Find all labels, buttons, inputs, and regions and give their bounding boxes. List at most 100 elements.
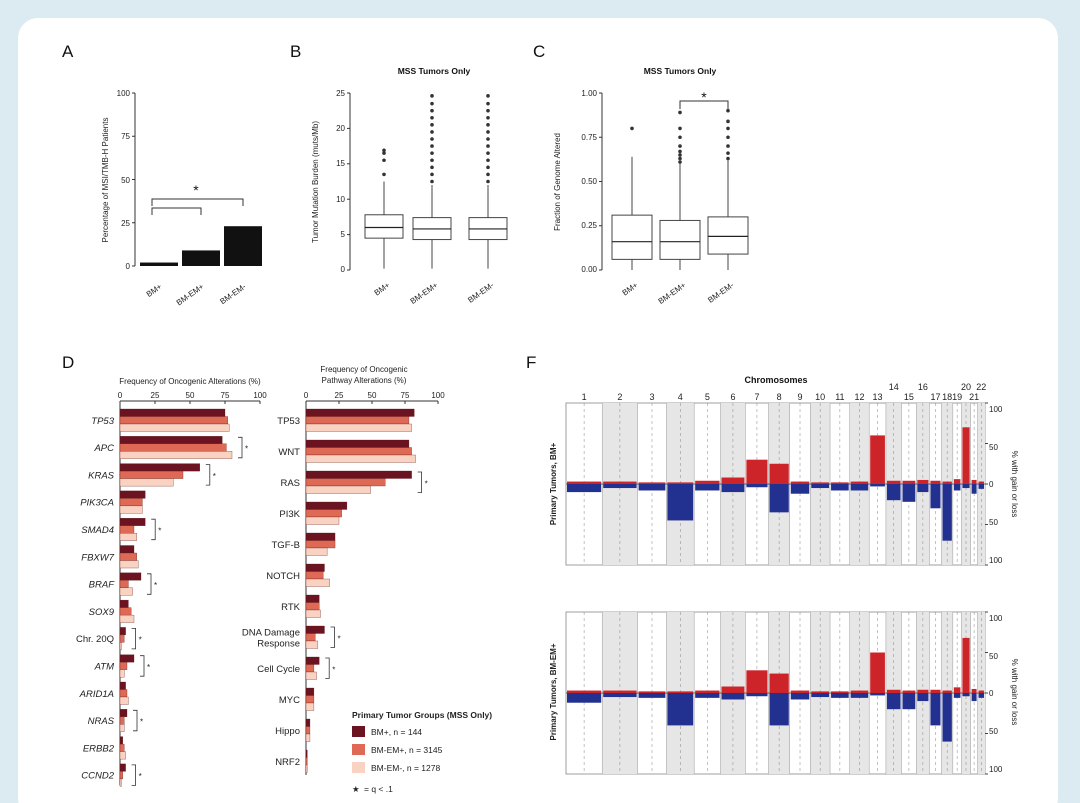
panel-c-box-bm-em--outlier — [678, 135, 682, 140]
D-pathways-category-label: Response — [257, 638, 300, 649]
panel-f-chr10-loss-1 — [811, 693, 830, 698]
panel-f-chr13-loss-1 — [870, 693, 885, 696]
panel-letter-c: C — [533, 42, 545, 61]
D-genes-bar-fbxw7-s2 — [119, 560, 139, 569]
panel-f-chr17-loss-1 — [930, 693, 941, 726]
panel-b-ylabel: Tumor Mutation Burden (muts/Mb) — [311, 121, 320, 243]
panel-f-chr20-loss-1 — [962, 693, 970, 697]
panel-f-bottom-ytick: 100 — [989, 765, 1003, 774]
D-genes-sig-bracket — [151, 518, 156, 541]
panel-f-top-ytick: 0 — [989, 480, 994, 489]
D-genes-bar-pik3ca-s2 — [119, 505, 143, 514]
panel-f-chr19-gain-1 — [953, 687, 961, 693]
panel-b-box-bm-em--outlier — [486, 172, 490, 177]
panel-b-title: MSS Tumors Only — [398, 66, 471, 76]
panel-f-chromosome-label: 5 — [705, 392, 710, 402]
D-pathways-bar-tgf-b-s0 — [305, 532, 336, 541]
panel-f-chr20-loss-0 — [962, 484, 970, 489]
panel-a-ytick: 50 — [121, 176, 130, 185]
panel-f-chr2-gain-0 — [603, 481, 637, 484]
panel-f-chr4-loss-0 — [667, 484, 694, 521]
D-genes-category-label: CCND2 — [81, 771, 114, 782]
D-pathways-bar-hippo-s1 — [305, 726, 311, 735]
D-genes-bar-tp53-s2 — [119, 423, 230, 432]
panel-f-chr5-loss-1 — [695, 693, 720, 698]
panel-f-chromosome-label: 18 — [942, 392, 952, 402]
panel-c-box-bm-em--outlier — [678, 149, 682, 154]
panel-b-ytick: 10 — [336, 195, 345, 204]
D-pathways-category-label: WNT — [278, 447, 300, 458]
D-genes-sig-bracket — [147, 573, 152, 595]
panel-f-chromosome-label: 12 — [854, 392, 864, 402]
D-pathways-bar-nrf2-s1 — [305, 757, 308, 766]
panel-f-chr3-gain-1 — [638, 691, 666, 693]
panel-f-chr18-loss-0 — [942, 484, 952, 541]
legend-label-bm-em-plus: BM-EM+, n = 3145 — [371, 745, 443, 755]
panel-b-box-bm-em--outlier — [430, 115, 434, 120]
D-genes-category-label: ATM — [94, 661, 114, 672]
D-genes-bar-sox9-s0 — [119, 599, 129, 608]
D-pathways-bar-pi3k-s0 — [305, 501, 348, 510]
panel-d-gene-xtick: 0 — [118, 391, 123, 400]
D-genes-sig-star: * — [147, 663, 150, 672]
panel-f-chr8-loss-1 — [769, 693, 789, 726]
D-genes-category-label: TP53 — [91, 416, 114, 427]
panel-b-box-bm-em--outlier — [486, 165, 490, 170]
panel-f-chr18-loss-1 — [942, 693, 952, 742]
panel-f-chr4-gain-0 — [667, 482, 694, 484]
panel-f-chr22-gain-0 — [978, 481, 984, 484]
D-genes-sig-star: * — [245, 445, 248, 454]
D-pathways-bar-rtk-s2 — [305, 609, 321, 618]
panel-b-box-bm-em--outlier — [486, 130, 490, 134]
panel-b-box-bm-em--outlier — [430, 144, 434, 148]
panel-f-chr13-gain-0 — [870, 435, 885, 484]
D-genes-category-label: KRAS — [88, 470, 115, 481]
panel-f-chr14-loss-0 — [886, 484, 901, 501]
panel-c-ytick: 0.75 — [581, 133, 597, 142]
panel-c-box-bm-em--outlier — [726, 119, 730, 124]
D-pathways-bar-myc-s0 — [305, 687, 315, 696]
panel-f-chr19-loss-0 — [953, 484, 961, 491]
panel-f-chromosome-label: 19 — [952, 392, 962, 402]
legend-title: Primary Tumor Groups (MSS Only) — [352, 710, 492, 720]
panel-f-top-ytick: 50 — [989, 443, 998, 452]
panel-f-top-ytick: 50 — [989, 518, 998, 527]
panel-f-chr7-loss-0 — [746, 484, 768, 488]
panel-b-box-bm-em--outlier — [430, 130, 434, 134]
panel-f-chr9-loss-0 — [790, 484, 810, 494]
panel-f-chr7-gain-0 — [746, 459, 768, 484]
panel-d-pathway-xtick: 25 — [335, 391, 344, 400]
D-pathways-bar-myc-s1 — [305, 695, 315, 704]
D-genes-bar-tp53-s0 — [119, 408, 226, 417]
panel-f-chr13-gain-1 — [870, 652, 885, 693]
panel-f-chr11-loss-0 — [831, 484, 849, 491]
panel-f-chromosomes-title: Chromosomes — [744, 375, 807, 385]
panel-f-chromosome-label: 10 — [815, 392, 825, 402]
panel-f-chr6-loss-1 — [721, 693, 745, 700]
panel-f-chr14-loss-1 — [886, 693, 901, 710]
panel-f-chr16-loss-1 — [917, 693, 929, 702]
D-pathways-category-label: PI3K — [279, 509, 300, 520]
D-pathways-bar-notch-s2 — [305, 578, 330, 587]
D-genes-bar-apc-s2 — [119, 451, 233, 459]
panel-f-chromosome-label: 7 — [754, 392, 759, 402]
panel-b-box-bm-em--outlier — [486, 101, 490, 106]
panel-a-bar-bm-em- — [224, 226, 262, 266]
D-genes-bar-smad4-s0 — [119, 518, 146, 526]
D-genes-bar-arid1a-s1 — [119, 689, 128, 698]
panel-b-box-bm-em--outlier — [430, 172, 434, 177]
D-genes-bar-chr-20q-s2 — [119, 642, 122, 651]
panel-b-box-bm-em--outlier — [486, 94, 490, 98]
panel-f-chromosome-label: 13 — [873, 392, 883, 402]
panel-letter-b: B — [290, 42, 301, 61]
D-genes-bar-sox9-s1 — [119, 607, 132, 616]
panel-f-chromosome-label: 14 — [889, 382, 899, 392]
panel-f-chromosome-label: 2 — [617, 392, 622, 402]
D-genes-bar-fbxw7-s0 — [119, 545, 135, 554]
panel-a-bar-bm- — [140, 262, 178, 266]
legend-swatch-bm-em-plus — [352, 744, 365, 755]
panel-f-bottom-ytick: 50 — [989, 652, 998, 661]
D-genes-sig-star: * — [139, 772, 142, 781]
panel-c-ytick: 0.50 — [581, 177, 597, 186]
panel-c-box-bm-em- — [659, 219, 701, 260]
